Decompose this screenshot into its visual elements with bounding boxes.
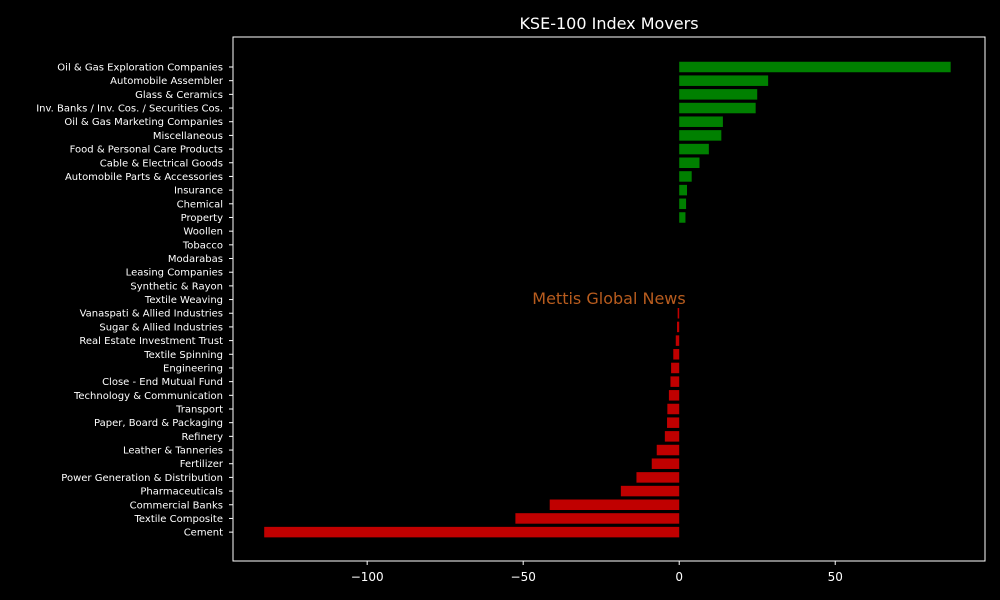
bar-vanaspati-allied-industries <box>677 307 680 319</box>
category-label-woollen: Woollen <box>183 227 223 238</box>
bar-food-personal-care-products <box>679 143 709 155</box>
category-label-vanaspati-allied-industries: Vanaspati & Allied Industries <box>80 309 223 320</box>
category-label-textile-composite: Textile Composite <box>134 514 223 525</box>
category-label-leasing-companies: Leasing Companies <box>126 268 223 279</box>
category-label-commercial-banks: Commercial Banks <box>130 500 223 511</box>
bar-commercial-banks <box>549 499 680 511</box>
category-label-textile-spinning: Textile Spinning <box>143 350 223 361</box>
category-label-fertilizer: Fertilizer <box>180 459 224 470</box>
plot-area-frame <box>232 36 986 562</box>
x-tick-label: 50 <box>828 570 843 584</box>
bar-leather-tanneries <box>656 444 680 456</box>
watermark-text: Mettis Global News <box>532 289 685 308</box>
bar-cement <box>264 526 680 538</box>
bar-transport <box>667 403 680 415</box>
bar-sugar-allied-industries <box>677 321 680 333</box>
category-label-leather-tanneries: Leather & Tanneries <box>123 446 223 457</box>
bar-real-estate-investment-trust <box>675 335 680 346</box>
bar-glass-ceramics <box>679 89 758 100</box>
category-label-chemical: Chemical <box>177 199 223 210</box>
category-label-insurance: Insurance <box>174 186 223 197</box>
x-axis-ticks-group: −100 −50 0 50 <box>351 561 843 584</box>
category-label-synthetic-rayon: Synthetic & Rayon <box>130 281 223 292</box>
category-label-pharmaceuticals: Pharmaceuticals <box>140 487 223 498</box>
category-label-cable-electrical-goods: Cable & Electrical Goods <box>100 158 223 169</box>
chart-title: KSE-100 Index Movers <box>519 14 698 33</box>
bar-power-generation-distribution <box>636 472 680 483</box>
bar-automobile-parts-accessories <box>679 171 692 182</box>
x-tick-label: −100 <box>351 570 384 584</box>
bar-inv-banks-inv-cos-securities-cos <box>679 102 756 114</box>
category-label-inv-banks-inv-cos-securities-cos: Inv. Banks / Inv. Cos. / Securities Cos. <box>36 104 223 115</box>
bar-property <box>679 212 686 223</box>
category-label-cement: Cement <box>184 528 223 539</box>
category-label-technology-communication: Technology & Communication <box>73 391 223 402</box>
category-label-sugar-allied-industries: Sugar & Allied Industries <box>99 322 223 333</box>
category-label-engineering: Engineering <box>163 363 223 374</box>
category-label-food-personal-care-products: Food & Personal Care Products <box>70 145 223 156</box>
bar-paper-board-packaging <box>667 417 680 428</box>
category-label-oil-gas-exploration-companies: Oil & Gas Exploration Companies <box>57 63 223 74</box>
x-tick-label: −50 <box>511 570 536 584</box>
bar-engineering <box>671 362 680 374</box>
bar-cable-electrical-goods <box>679 157 700 169</box>
bar-insurance <box>679 184 688 196</box>
bar-textile-composite <box>515 513 680 524</box>
category-label-automobile-parts-accessories: Automobile Parts & Accessories <box>65 172 223 183</box>
bar-refinery <box>664 431 680 442</box>
category-label-glass-ceramics: Glass & Ceramics <box>135 90 223 101</box>
category-label-automobile-assembler: Automobile Assembler <box>110 76 224 87</box>
category-label-textile-weaving: Textile Weaving <box>144 295 223 306</box>
bars-group <box>264 61 951 538</box>
bar-close-end-mutual-fund <box>670 376 680 387</box>
category-label-tobacco: Tobacco <box>182 240 223 251</box>
category-label-transport: Transport <box>175 405 223 416</box>
bar-oil-gas-exploration-companies <box>679 61 951 73</box>
category-label-close-end-mutual-fund: Close - End Mutual Fund <box>102 377 223 388</box>
category-label-oil-gas-marketing-companies: Oil & Gas Marketing Companies <box>64 117 223 128</box>
bar-fertilizer <box>651 458 680 469</box>
category-label-property: Property <box>181 213 223 224</box>
bar-chemical <box>679 198 687 210</box>
bar-miscellaneous <box>679 130 722 141</box>
bar-technology-communication <box>668 390 680 401</box>
category-label-power-generation-distribution: Power Generation & Distribution <box>61 473 223 484</box>
category-labels-group: Oil & Gas Exploration Companies Automobil… <box>36 63 233 539</box>
category-label-paper-board-packaging: Paper, Board & Packaging <box>94 418 223 429</box>
bar-automobile-assembler <box>679 75 769 86</box>
bar-oil-gas-marketing-companies <box>679 116 723 127</box>
x-tick-label: 0 <box>675 570 683 584</box>
category-label-refinery: Refinery <box>182 432 224 443</box>
bar-textile-spinning <box>673 349 680 360</box>
category-label-miscellaneous: Miscellaneous <box>153 131 223 142</box>
category-label-modarabas: Modarabas <box>168 254 223 265</box>
category-label-real-estate-investment-trust: Real Estate Investment Trust <box>79 336 223 347</box>
bar-pharmaceuticals <box>620 485 680 497</box>
